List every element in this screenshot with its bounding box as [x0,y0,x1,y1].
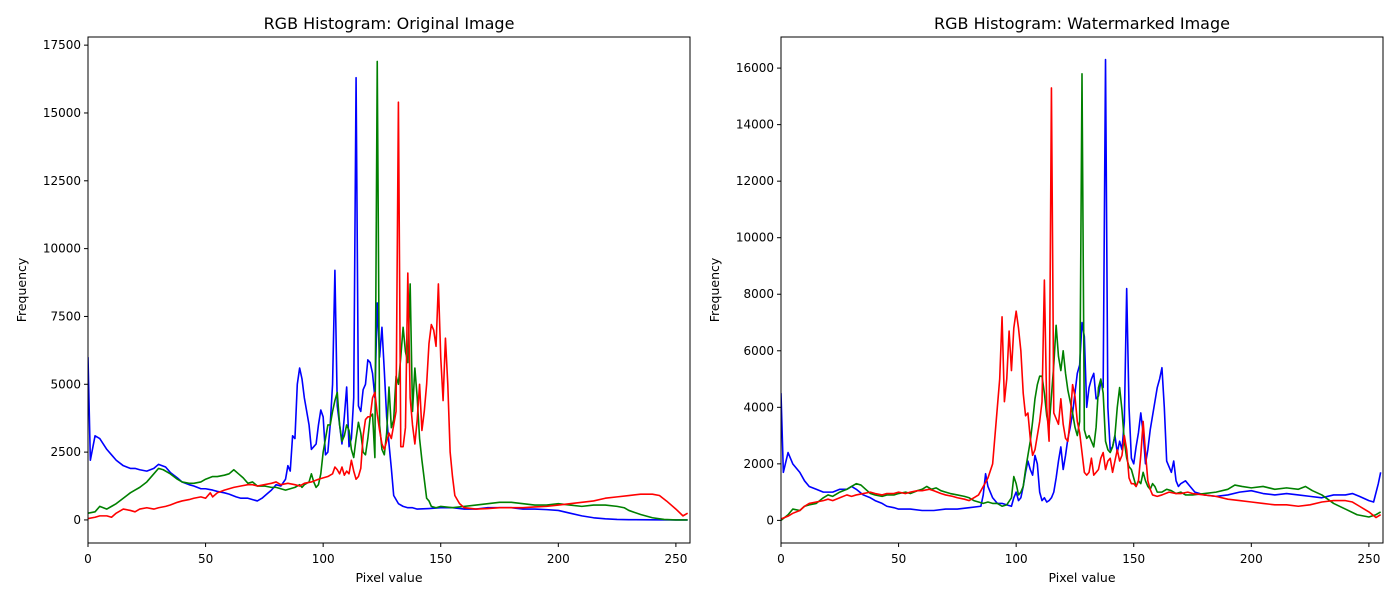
axes-frame [780,36,1384,544]
y-axis-label: Frequency [707,257,722,322]
y-tick-label: 12000 [736,174,774,188]
y-tick-label: 16000 [736,61,774,75]
y-tick-label: 4000 [743,400,774,414]
y-tick-label: 0 [766,513,774,527]
y-tick-label: 0 [73,513,81,527]
x-tick-label: 50 [198,552,213,566]
y-tick-label: 2000 [743,457,774,471]
chart-title: RGB Histogram: Watermarked Image [934,14,1230,33]
y-tick-label: 12500 [43,174,81,188]
x-tick-label: 100 [1005,552,1028,566]
x-tick-label: 250 [664,552,687,566]
y-axis-label: Frequency [14,257,29,322]
series-group [88,60,689,521]
x-tick-label: 0 [777,552,785,566]
x-tick-label: 50 [891,552,906,566]
y-tick-label: 6000 [743,344,774,358]
x-tick-label: 100 [312,552,335,566]
y-tick-label: 8000 [743,287,774,301]
x-axis-label: Pixel value [355,570,422,585]
y-tick-label: 14000 [736,118,774,132]
y-tick-label: 2500 [50,445,81,459]
series-line-red [781,87,1382,520]
y-tick-label: 10000 [736,231,774,245]
chart-title: RGB Histogram: Original Image [264,14,515,33]
series-line-green [88,60,688,521]
series-line-red [88,101,689,520]
chart-watermarked: RGB Histogram: Watermarked Image Pixel v… [707,14,1384,585]
x-axis-label: Pixel value [1048,570,1115,585]
y-tick-label: 15000 [43,106,81,120]
x-tick-label: 200 [547,552,570,566]
y-tick-label: 5000 [50,377,81,391]
y-tick-label: 7500 [50,309,81,323]
series-group [781,58,1382,522]
axes-frame [87,36,691,544]
x-tick-label: 150 [1122,552,1145,566]
chart-original: RGB Histogram: Original Image Pixel valu… [14,14,691,585]
y-tick-label: 10000 [43,242,81,256]
x-tick-label: 250 [1357,552,1380,566]
x-tick-label: 150 [429,552,452,566]
x-tick-label: 0 [84,552,92,566]
y-tick-label: 17500 [43,38,81,52]
x-tick-label: 200 [1240,552,1263,566]
